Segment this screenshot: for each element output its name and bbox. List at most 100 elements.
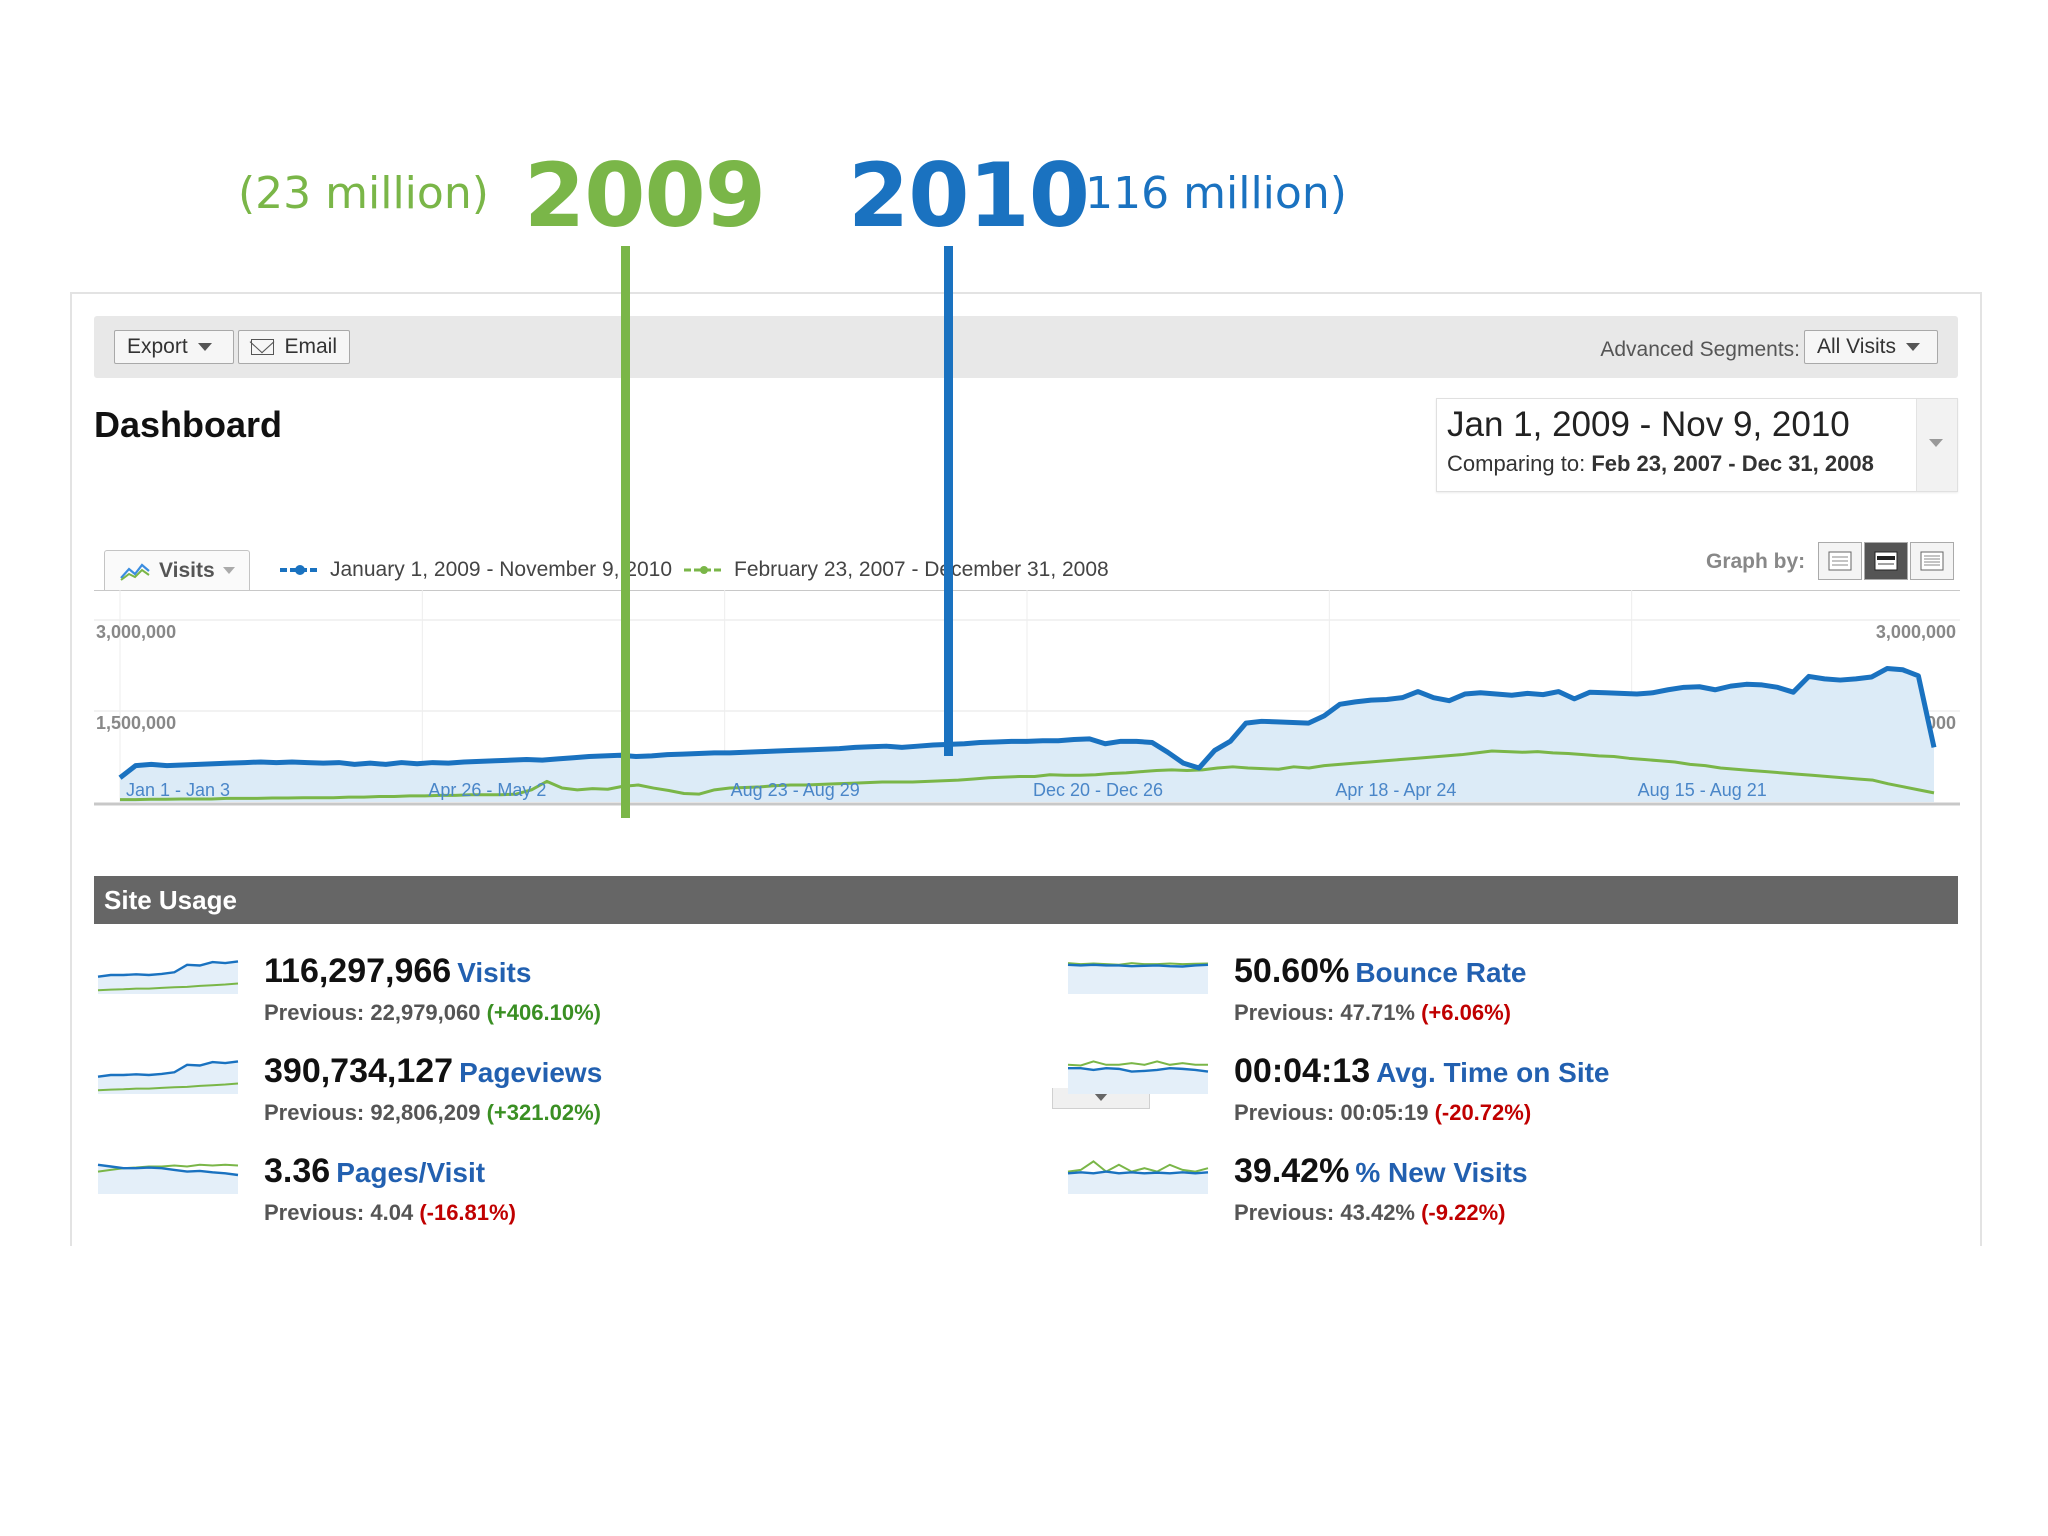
toolbar: Export Email Advanced Segments: All Visi…: [94, 316, 1958, 378]
chevron-down-icon: [1929, 439, 1943, 447]
previous-prefix: Previous:: [1234, 1000, 1341, 1025]
legend-previous-label: February 23, 2007 - December 31, 2008: [734, 558, 1109, 581]
previous-value: 00:05:19: [1340, 1100, 1435, 1125]
metric-pages-visit: 3.36 Pages/Visit Previous: 4.04 (-16.81%): [94, 1152, 994, 1244]
sparkline-current: [97, 960, 239, 978]
sparkline-area: [1068, 1171, 1208, 1194]
sparkline: [97, 960, 239, 994]
metric-headline: 39.42%% New Visits: [1234, 1152, 1528, 1191]
graph-by-day-button[interactable]: [1818, 542, 1862, 580]
metric-selector[interactable]: Visits: [104, 550, 250, 590]
previous-prefix: Previous:: [1234, 1200, 1341, 1225]
x-tick-label: Aug 23 - Aug 29: [731, 780, 860, 800]
metric-previous: Previous: 00:05:19 (-20.72%): [1234, 1100, 1531, 1126]
site-usage-header: Site Usage: [94, 876, 1958, 924]
change-percent: (-9.22%): [1421, 1200, 1506, 1225]
annotation-2009-note: (23 million): [238, 168, 489, 219]
metric-name-link[interactable]: Visits: [457, 957, 532, 988]
metric-headline: 00:04:13 Avg. Time on Site: [1234, 1052, 1610, 1091]
export-button[interactable]: Export: [114, 330, 234, 364]
visits-chart: 3,000,0003,000,0001,500,0001,500,000Jan …: [94, 590, 1960, 806]
line-chart-icon: [120, 562, 150, 581]
legend-current: January 1, 2009 - November 9, 2010: [278, 558, 672, 582]
x-tick-label: Dec 20 - Dec 26: [1033, 780, 1163, 800]
metric-value: 50.60%: [1234, 952, 1350, 990]
annotation-2010-year: 2010: [848, 144, 1090, 247]
sparkline-previous: [97, 982, 239, 992]
page-title: Dashboard: [94, 404, 283, 445]
segments-value: All Visits: [1817, 335, 1896, 358]
marker-2009-line: [621, 246, 630, 818]
chevron-down-icon: [1905, 343, 1920, 351]
analytics-panel: Export Email Advanced Segments: All Visi…: [70, 292, 1982, 1246]
metric-value: 39.42%: [1234, 1152, 1350, 1190]
date-range-picker[interactable]: Jan 1, 2009 - Nov 9, 2010 Comparing to: …: [1436, 398, 1958, 492]
metric-bounce-rate: 50.60% Bounce Rate Previous: 47.71% (+6.06…: [1064, 952, 1964, 1044]
previous-value: 43.42%: [1340, 1200, 1422, 1225]
visits-chart-area: Visits January 1, 2009 - November 9, 201…: [94, 542, 1960, 1109]
chevron-down-icon: [197, 343, 212, 351]
metric-previous: Previous: 4.04 (-16.81%): [264, 1200, 516, 1226]
metric-headline: 50.60% Bounce Rate: [1234, 952, 1526, 991]
metric-value: 390,734,127: [264, 1052, 454, 1090]
advanced-segments-label: Advanced Segments:: [1600, 338, 1800, 361]
sparkline: [97, 1163, 239, 1194]
graph-by-week-button[interactable]: [1864, 542, 1908, 580]
visits-line-current: [118, 666, 1937, 780]
metric-name-link[interactable]: Pageviews: [459, 1057, 603, 1088]
sparkline-current: [1067, 963, 1209, 968]
previous-value: 22,979,060: [370, 1000, 487, 1025]
graph-by-label: Graph by:: [1706, 550, 1806, 573]
metric-name-link[interactable]: Pages/Visit: [336, 1157, 486, 1188]
sparkline-previous: [1067, 962, 1209, 966]
sparkline-current: [1067, 1170, 1209, 1175]
sparkline-previous: [1067, 1160, 1209, 1173]
change-percent: (+406.10%): [486, 1000, 601, 1025]
date-range: Jan 1, 2009 - Nov 9, 2010: [1447, 405, 1850, 444]
previous-prefix: Previous:: [264, 1100, 371, 1125]
previous-value: 47.71%: [1340, 1000, 1422, 1025]
metric-value: 116,297,966: [264, 952, 452, 990]
legend-current-swatch: [280, 565, 320, 575]
previous-prefix: Previous:: [264, 1000, 371, 1025]
metric-headline: 390,734,127 Pageviews: [264, 1052, 602, 1091]
email-button[interactable]: Email: [238, 330, 350, 364]
export-label: Export: [127, 335, 188, 358]
graph-by-month-button[interactable]: [1910, 542, 1954, 580]
site-usage-title: Site Usage: [104, 884, 237, 915]
x-tick-label: Jan 1 - Jan 3: [126, 780, 230, 800]
metric-previous: Previous: 47.71% (+6.06%): [1234, 1000, 1511, 1026]
sparkline-area: [1068, 964, 1208, 994]
legend-previous: February 23, 2007 - December 31, 2008: [682, 558, 1109, 582]
x-tick-label: Apr 18 - Apr 24: [1335, 780, 1456, 800]
metric-visits: 116,297,966 Visits Previous: 22,979,060 (+…: [94, 952, 994, 1044]
compare-range: Feb 23, 2007 - Dec 31, 2008: [1591, 451, 1874, 476]
date-dropdown-toggle[interactable]: [1916, 399, 1957, 491]
segments-dropdown[interactable]: All Visits: [1804, 330, 1938, 364]
email-label: Email: [284, 335, 337, 358]
sparkline-previous: [1067, 1060, 1208, 1067]
change-percent: (-16.81%): [419, 1200, 516, 1225]
metric-avg-time-on-site: 00:04:13 Avg. Time on Site Previous: 00:05…: [1064, 1052, 1964, 1144]
visits-line-previous: [120, 749, 1935, 802]
compare-prefix: Comparing to:: [1447, 451, 1586, 476]
previous-value: 4.04: [370, 1200, 420, 1225]
metric-name-link[interactable]: Bounce Rate: [1355, 957, 1527, 988]
change-percent: (+321.02%): [486, 1100, 601, 1125]
metric-name-link[interactable]: Avg. Time on Site: [1376, 1057, 1610, 1088]
sparkline: [97, 1060, 239, 1094]
previous-prefix: Previous:: [1234, 1100, 1341, 1125]
sparkline: [1067, 1160, 1209, 1194]
sparkline-current: [97, 1060, 239, 1078]
chevron-down-icon: [1094, 1093, 1108, 1101]
change-percent: (-20.72%): [1434, 1100, 1532, 1125]
metric-name-link[interactable]: % New Visits: [1355, 1157, 1528, 1188]
visits-area-current: [120, 668, 1934, 802]
sparkline-area: [1068, 1068, 1208, 1094]
comparison-range: Comparing to: Feb 23, 2007 - Dec 31, 200…: [1447, 451, 1874, 477]
metric-new-visits: 39.42%% New Visits Previous: 43.42% (-9.2…: [1064, 1152, 1964, 1244]
metric-previous: Previous: 92,806,209 (+321.02%): [264, 1100, 601, 1126]
y-tick-label-left: 3,000,000: [96, 622, 176, 642]
legend-previous-swatch: [684, 566, 724, 574]
marker-2010-line: [944, 246, 953, 756]
